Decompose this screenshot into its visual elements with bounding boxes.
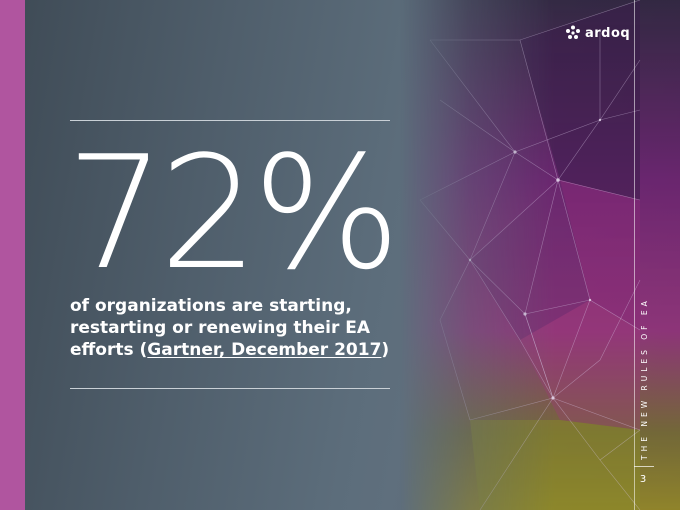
ardoq-logo-icon <box>566 25 580 39</box>
left-accent-bar <box>0 0 25 510</box>
ardoq-logo: ardoq <box>565 24 630 42</box>
brand-name: ardoq <box>585 25 631 41</box>
statistic-value: 72% <box>66 122 401 304</box>
statistic-caption: of organizations are starting, restartin… <box>70 295 400 361</box>
page-number-frame <box>634 466 654 495</box>
right-sidebar-divider <box>634 0 635 510</box>
section-title-vertical: THE NEW RULES OF EA <box>640 297 649 460</box>
caption-closing: ) <box>381 340 390 360</box>
bottom-divider <box>70 388 390 389</box>
page-number: 3 <box>639 474 647 485</box>
caption-text: of organizations are starting, restartin… <box>70 296 371 360</box>
top-divider <box>70 120 390 121</box>
source-link[interactable]: Gartner, December 2017 <box>147 340 382 360</box>
